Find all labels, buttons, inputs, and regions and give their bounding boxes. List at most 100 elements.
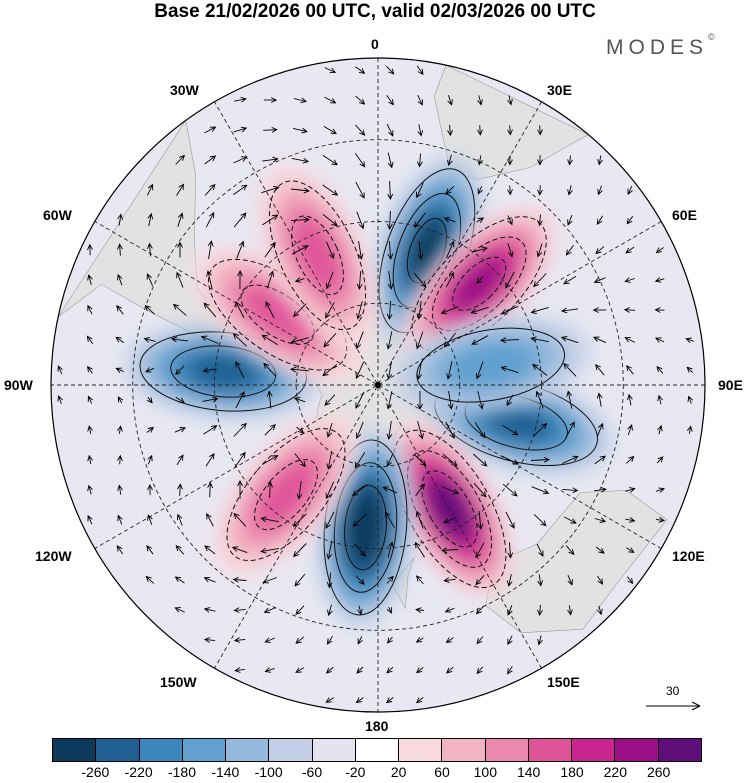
wind-vector-248 — [267, 481, 274, 498]
colorbar-tick-1: -220 — [124, 764, 153, 780]
wind-vector-312 — [506, 574, 513, 587]
wind-vector-281 — [655, 517, 666, 523]
anomaly-level-pos-35W-3 — [291, 215, 344, 295]
wind-vector-268 — [260, 516, 279, 523]
wind-vector-25 — [537, 125, 543, 136]
wind-vector-322 — [327, 604, 333, 617]
contour-neg-175-1 — [323, 439, 408, 616]
wind-vector-221 — [686, 425, 693, 434]
wind-vector-196 — [566, 390, 573, 409]
wind-vector-203 — [146, 426, 155, 433]
contour-pos-145E-3 — [406, 450, 493, 568]
wind-vector-99 — [176, 271, 184, 288]
wind-vector-78 — [146, 242, 153, 257]
colorbar-tick-0: -260 — [81, 764, 110, 780]
wind-vector-30 — [291, 157, 310, 164]
wind-vector-267 — [233, 512, 247, 527]
wind-vector-262 — [87, 514, 93, 525]
anomaly-pos-140W — [213, 413, 359, 576]
wind-vector-15 — [233, 126, 248, 133]
wind-vector-137 — [115, 336, 125, 344]
lon-label-0: 0 — [371, 36, 379, 52]
wind-vector-242 — [87, 484, 93, 495]
wind-vector-216 — [533, 422, 548, 437]
wind-vector-130 — [500, 305, 519, 315]
wind-vector-199 — [657, 394, 663, 405]
wind-vector-45 — [261, 185, 280, 194]
wind-vector-173 — [532, 363, 548, 376]
wind-vector-131 — [530, 306, 549, 315]
contour-pos-145E-1 — [392, 429, 507, 589]
wind-vector-77 — [117, 243, 123, 256]
wind-vector-231 — [354, 452, 366, 469]
wind-vector-94 — [625, 246, 635, 254]
wind-vector-187 — [293, 397, 306, 403]
colorbar-swatch-2 — [139, 739, 183, 761]
wind-vector-18 — [323, 126, 337, 135]
reference-vector-arrow — [646, 701, 701, 711]
wind-vector-289 — [326, 541, 333, 560]
wind-vector-61 — [205, 211, 215, 228]
wind-vector-352 — [476, 666, 484, 675]
wind-vector-180 — [87, 395, 93, 404]
wind-vector-53 — [507, 185, 513, 196]
wind-vector-172 — [500, 365, 519, 374]
wind-vector-158 — [87, 365, 93, 374]
wind-vector-6 — [293, 97, 308, 104]
wind-vector-179 — [57, 395, 63, 405]
wind-vector-95 — [655, 247, 664, 254]
wind-vector-2 — [385, 65, 395, 75]
wind-vector-42 — [176, 183, 185, 196]
wind-vector-23 — [477, 125, 483, 136]
anomaly-level-neg-175-6 — [349, 496, 382, 559]
wind-vector-349 — [386, 666, 394, 674]
colorbar-swatch-5 — [269, 739, 313, 761]
wind-vector-177 — [656, 365, 664, 374]
wind-vector-56 — [597, 185, 603, 196]
wind-vector-266 — [206, 513, 214, 527]
wind-vector-264 — [147, 514, 153, 525]
wind-vector-73 — [567, 214, 573, 226]
wind-vector-124 — [325, 301, 335, 319]
wind-vector-160 — [144, 367, 155, 373]
contour-neg-80E-1 — [416, 327, 566, 403]
wind-vector-188 — [324, 394, 336, 406]
parallel-50 — [214, 221, 542, 549]
wind-vector-292 — [414, 541, 425, 558]
new-zealand-land — [391, 556, 415, 610]
wind-vector-27 — [204, 155, 217, 165]
colorbar-swatch-4 — [226, 739, 270, 761]
wind-vector-279 — [594, 517, 607, 523]
colorbar-tick-7: 20 — [390, 764, 407, 780]
contour-neg-175-3 — [333, 462, 398, 593]
lon-label-150w: 150W — [160, 674, 197, 690]
colorbar-tick-10: 140 — [516, 764, 541, 780]
wind-vector-204 — [174, 427, 187, 433]
wind-vector-41 — [146, 183, 154, 196]
wind-vector-319 — [233, 607, 246, 613]
wind-vector-84 — [325, 241, 335, 260]
wind-vector-341 — [476, 636, 484, 645]
wind-vector-271 — [352, 513, 367, 527]
wind-vector-1 — [355, 66, 366, 74]
wind-vector-335 — [295, 636, 305, 644]
wind-vector-345 — [264, 667, 275, 673]
wind-vector-4 — [234, 96, 247, 103]
anomaly-level-pos-140W-3 — [254, 459, 318, 530]
wind-vector-286 — [231, 546, 248, 554]
anomaly-level-pos-40E-5 — [452, 257, 506, 311]
wind-vector-346 — [295, 667, 305, 673]
wind-vector-232 — [386, 453, 394, 467]
wind-vector-16 — [263, 126, 278, 133]
wind-vector-261 — [655, 487, 665, 493]
wind-vector-207 — [264, 423, 276, 436]
wind-vector-263 — [117, 514, 123, 525]
colorbar-swatch-9 — [442, 739, 486, 761]
wind-vector-127 — [416, 301, 423, 320]
wind-vector-120 — [203, 302, 217, 318]
wind-vector-334 — [264, 637, 275, 643]
wind-vector-174 — [563, 362, 577, 377]
wind-vector-58 — [117, 213, 124, 226]
wind-vector-150 — [499, 337, 520, 344]
wind-vector-66 — [356, 211, 365, 230]
